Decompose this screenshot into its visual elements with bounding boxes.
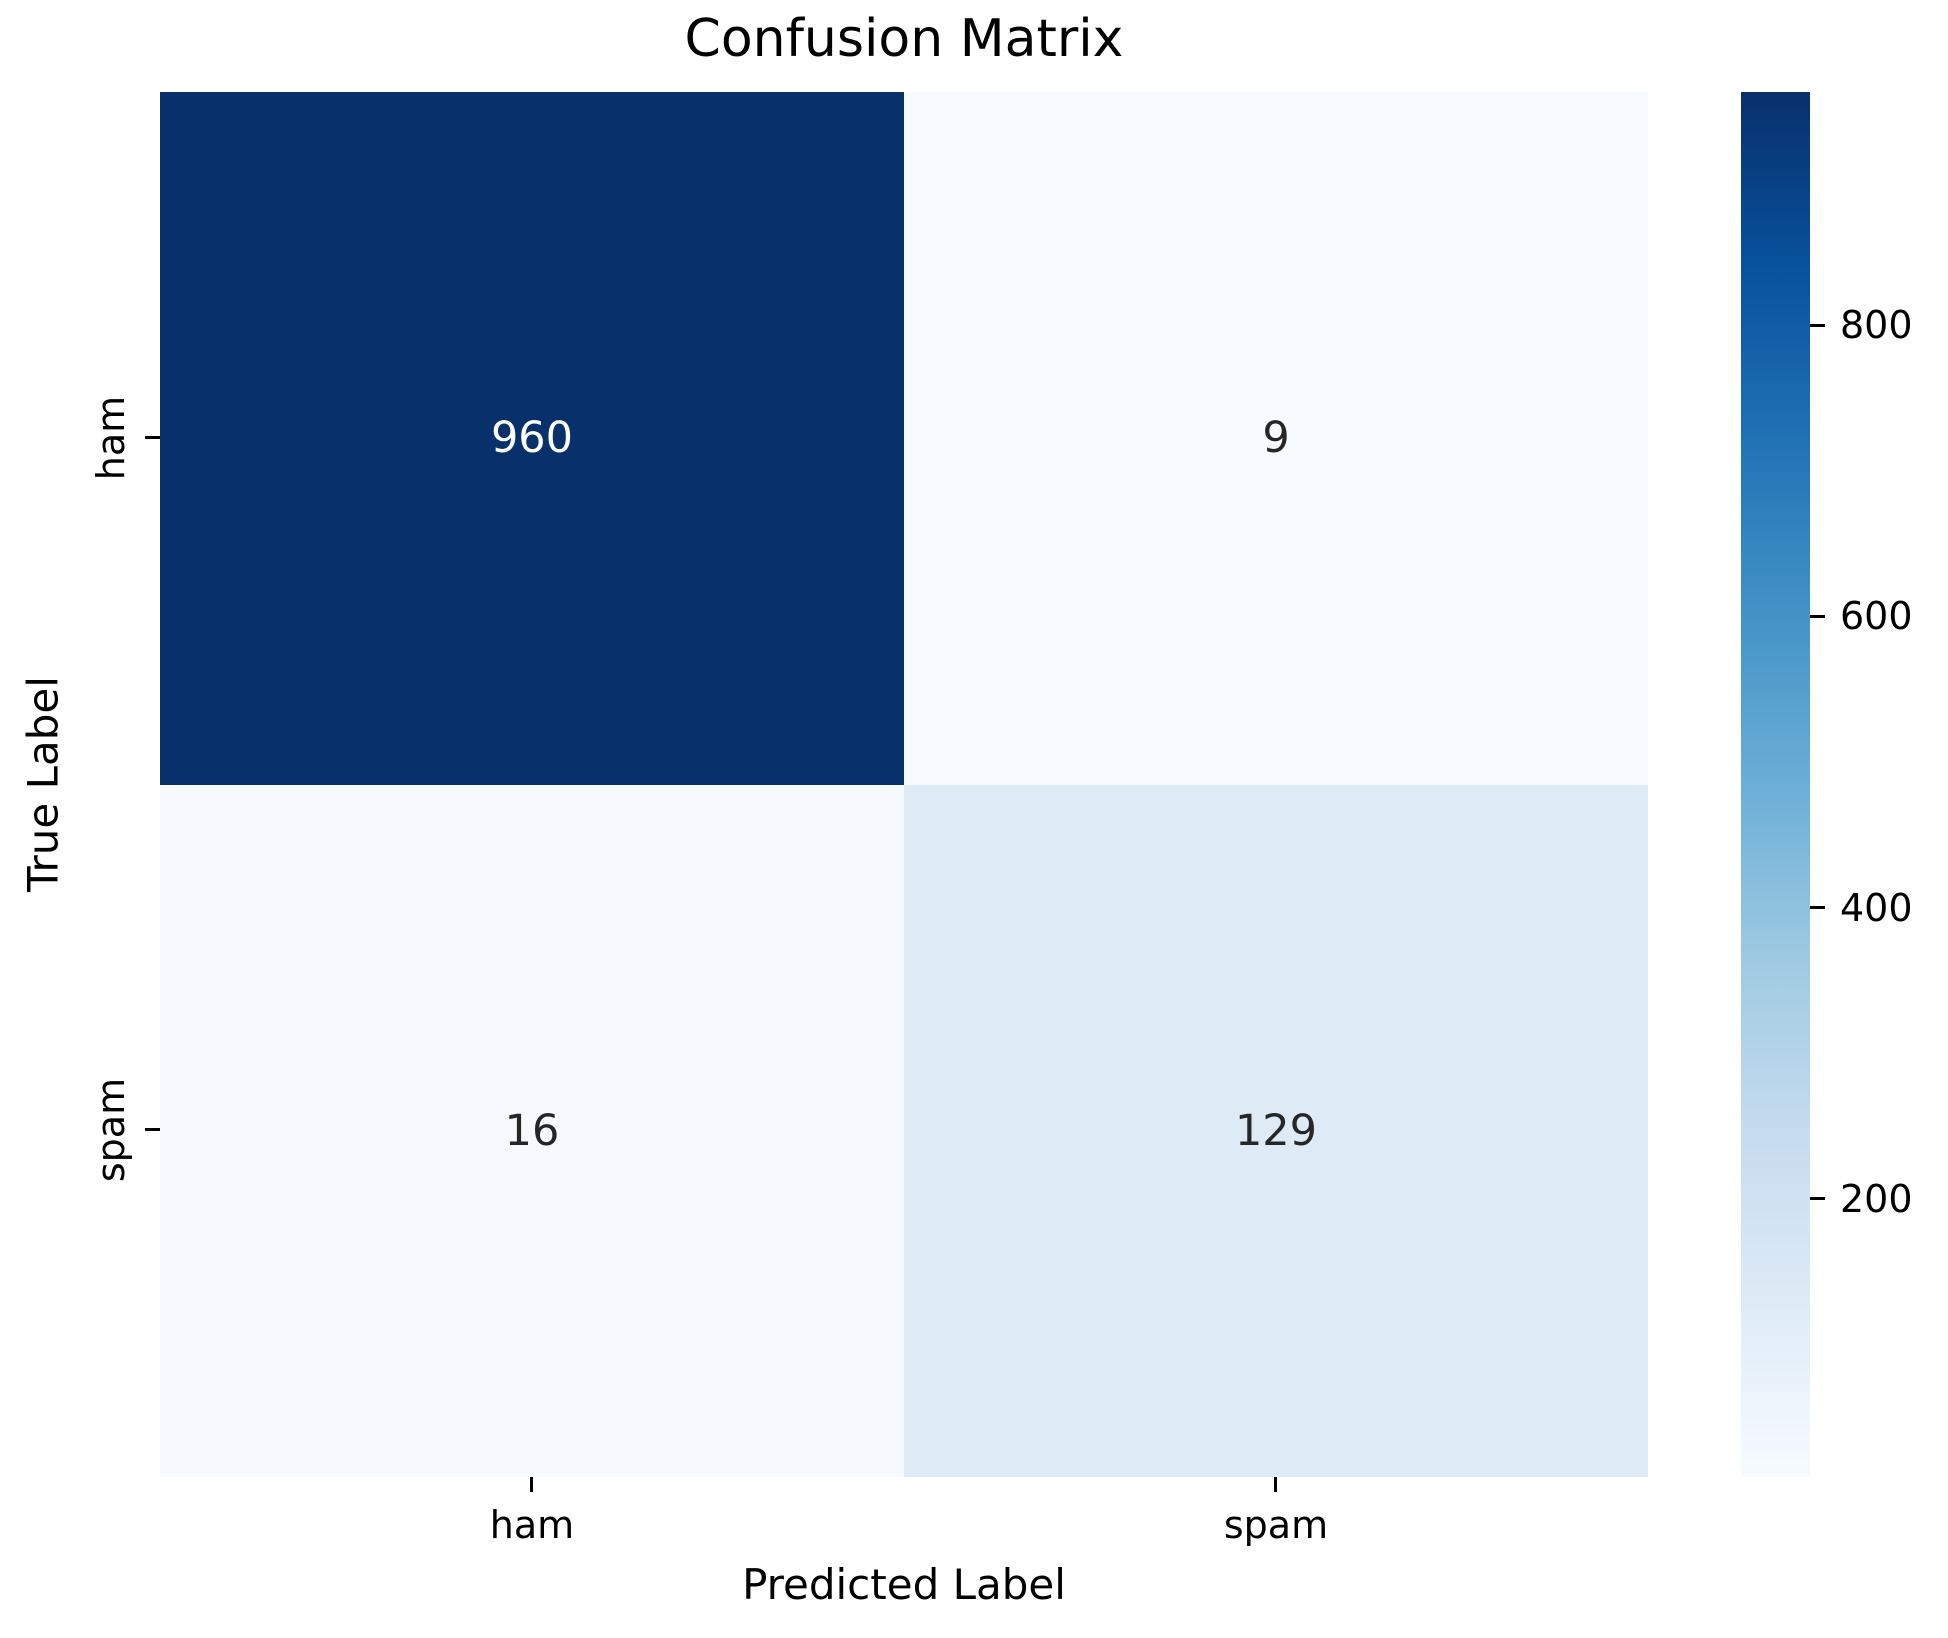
- heatmap-cell-spam-spam: 129: [904, 784, 1648, 1477]
- ytick-label-spam: spam: [89, 1077, 133, 1183]
- colorbar-tick-mark-800: [1810, 323, 1825, 327]
- colorbar-tick-label-600: 600: [1840, 594, 1913, 639]
- colorbar-tick-mark-200: [1810, 1197, 1825, 1201]
- ytick-label-ham: ham: [89, 395, 133, 481]
- colorbar-tick-mark-600: [1810, 614, 1825, 618]
- x-axis-label: Predicted Label: [742, 1560, 1066, 1609]
- y-axis-label: True Label: [18, 676, 68, 892]
- ytick-mark-spam: [145, 1128, 160, 1131]
- colorbar-tick-label-800: 800: [1840, 303, 1913, 348]
- xtick-mark-spam: [1274, 1477, 1277, 1492]
- colorbar-tick-label-200: 200: [1840, 1176, 1913, 1221]
- xtick-label-ham: ham: [489, 1503, 575, 1547]
- xtick-label-spam: spam: [1223, 1503, 1329, 1547]
- heatmap-cell-ham-spam: 9: [904, 92, 1648, 785]
- heatmap-cell-spam-ham: 16: [160, 784, 904, 1477]
- chart-title: Confusion Matrix: [684, 9, 1124, 69]
- heatmap-cell-ham-ham: 960: [160, 92, 904, 785]
- xtick-mark-ham: [530, 1477, 533, 1492]
- colorbar: [1741, 92, 1810, 1477]
- colorbar-tick-label-400: 400: [1840, 885, 1913, 930]
- ytick-mark-ham: [145, 436, 160, 439]
- colorbar-tick-mark-400: [1810, 906, 1825, 910]
- heatmap-grid: 960 9 16 129: [160, 92, 1648, 1477]
